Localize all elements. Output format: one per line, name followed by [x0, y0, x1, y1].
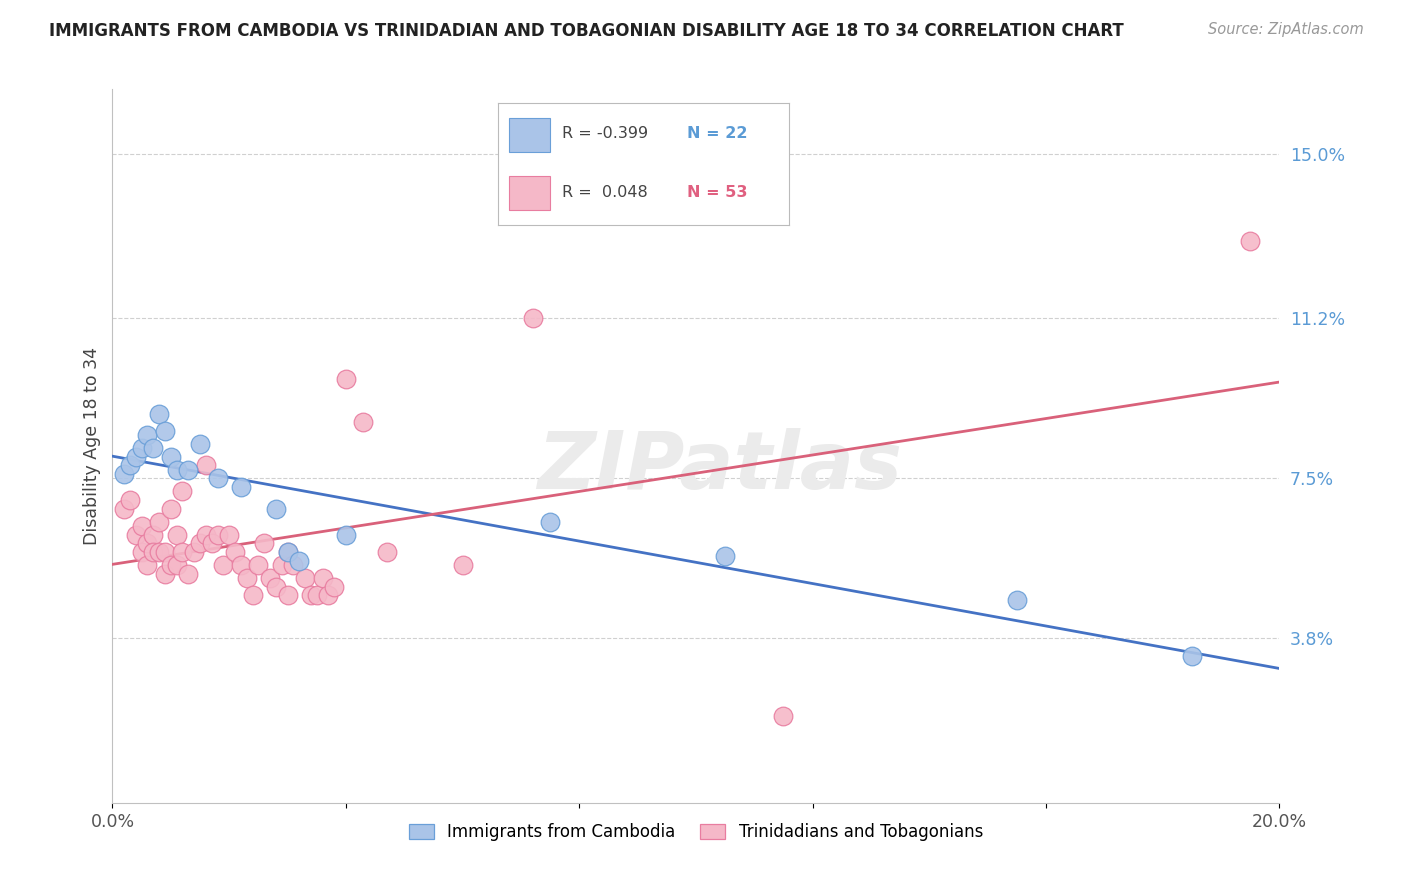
Point [125, 450, 148, 464]
Text: Source: ZipAtlas.com: Source: ZipAtlas.com [1208, 22, 1364, 37]
Point [188, 437, 211, 451]
Point [136, 558, 159, 572]
Point [522, 311, 544, 326]
Point [235, 571, 257, 585]
Point [148, 545, 170, 559]
Point [264, 580, 287, 594]
Point [183, 545, 205, 559]
Point [177, 566, 200, 581]
Point [177, 463, 200, 477]
Point [166, 527, 188, 541]
Point [311, 571, 333, 585]
Point [229, 480, 252, 494]
Point [112, 501, 135, 516]
Point [538, 515, 561, 529]
Point [305, 588, 328, 602]
Point [259, 571, 281, 585]
Point [166, 558, 188, 572]
Point [131, 441, 153, 455]
Point [375, 545, 398, 559]
Point [160, 450, 183, 464]
Point [148, 515, 170, 529]
Point [136, 428, 159, 442]
Point [136, 536, 159, 550]
Point [153, 424, 176, 438]
Point [142, 527, 165, 541]
Point [253, 536, 276, 550]
Point [207, 527, 229, 541]
Point [1181, 648, 1204, 663]
Point [335, 372, 357, 386]
Point [194, 458, 217, 473]
Legend: Immigrants from Cambodia, Trinidadians and Tobagonians: Immigrants from Cambodia, Trinidadians a… [402, 817, 990, 848]
Point [247, 558, 270, 572]
Point [335, 527, 357, 541]
Point [172, 545, 194, 559]
Point [153, 566, 176, 581]
Point [160, 501, 183, 516]
Point [201, 536, 224, 550]
Point [264, 501, 287, 516]
Point [323, 580, 346, 594]
Point [714, 549, 737, 564]
Point [318, 588, 340, 602]
Point [118, 493, 141, 508]
Point [224, 545, 246, 559]
Point [212, 558, 235, 572]
Point [283, 558, 305, 572]
Point [1239, 234, 1261, 248]
Point [207, 471, 229, 485]
Point [270, 558, 292, 572]
Point [148, 407, 170, 421]
Point [188, 536, 211, 550]
Point [772, 709, 794, 723]
Point [242, 588, 264, 602]
Point [276, 588, 298, 602]
Point [294, 571, 316, 585]
Point [276, 545, 298, 559]
Point [451, 558, 474, 572]
Point [153, 545, 176, 559]
Point [299, 588, 322, 602]
Point [112, 467, 135, 482]
Point [218, 527, 240, 541]
Point [142, 441, 165, 455]
Point [288, 553, 311, 567]
Point [1005, 592, 1028, 607]
Point [125, 527, 148, 541]
Point [352, 415, 374, 429]
Point [142, 545, 165, 559]
Point [172, 484, 194, 499]
Text: ZIPatlas: ZIPatlas [537, 428, 901, 507]
Point [131, 545, 153, 559]
Point [160, 558, 183, 572]
Point [194, 527, 217, 541]
Point [229, 558, 252, 572]
Point [276, 545, 298, 559]
Point [118, 458, 141, 473]
Y-axis label: Disability Age 18 to 34: Disability Age 18 to 34 [83, 347, 101, 545]
Text: IMMIGRANTS FROM CAMBODIA VS TRINIDADIAN AND TOBAGONIAN DISABILITY AGE 18 TO 34 C: IMMIGRANTS FROM CAMBODIA VS TRINIDADIAN … [49, 22, 1123, 40]
Point [166, 463, 188, 477]
Point [131, 519, 153, 533]
